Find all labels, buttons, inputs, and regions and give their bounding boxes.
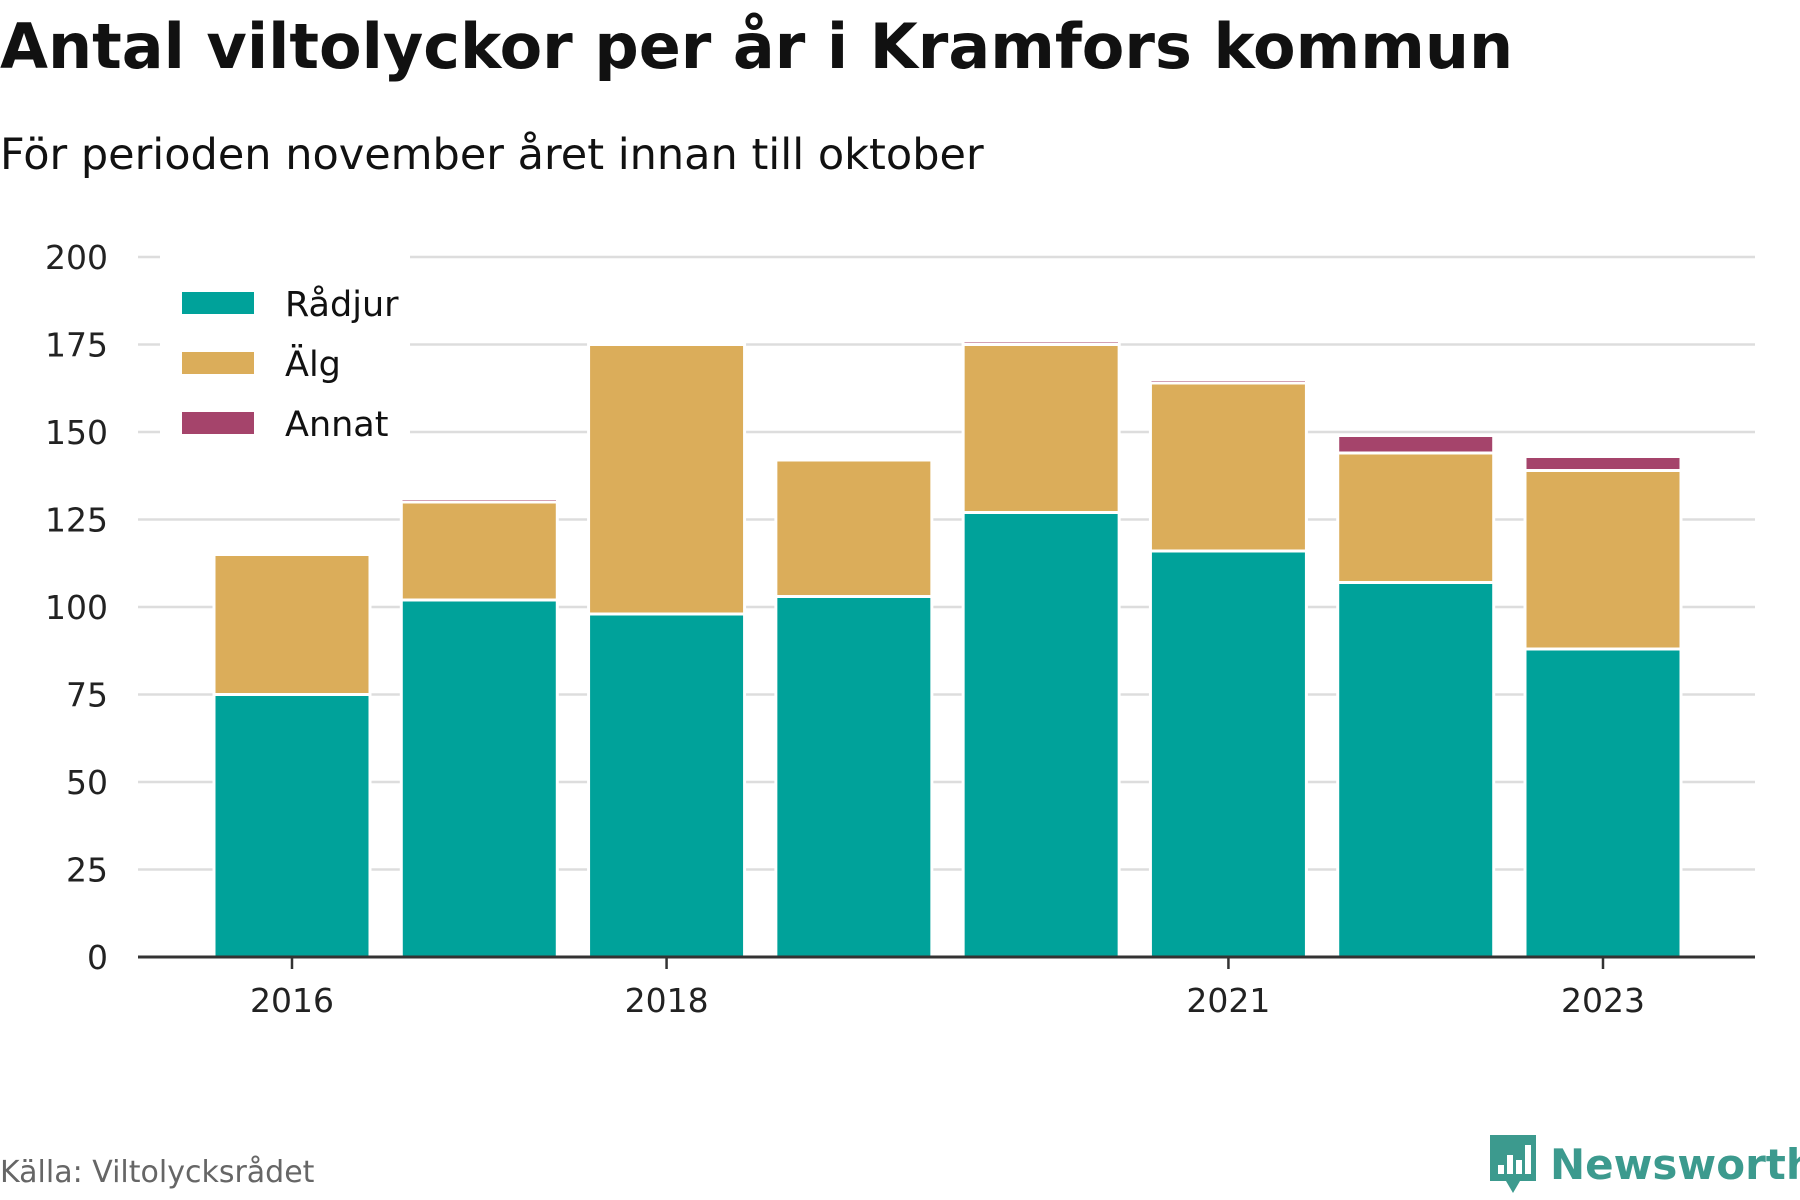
bar-segment-älg-2019 [774,458,934,598]
bar-segment-annat-2021 [1148,378,1308,385]
brand-logo: Newsworthy [1490,1135,1800,1193]
bars [212,339,1683,959]
bar-segment-rådjur-2020 [961,511,1121,959]
bar-segment-älg-2018 [587,343,747,616]
axes: 0 25 50 75 100 125 150 175 200 2016 2018 2021 2023 [45,238,1755,1020]
brand-name: Newsworthy [1550,1139,1800,1189]
legend: Rådjur Älg Annat [160,250,410,450]
bar-segment-rådjur-2018 [587,612,747,959]
y-tick-label: 125 [45,501,108,540]
bar-segment-rådjur-2019 [774,595,934,959]
bar-segment-älg-2022 [1336,451,1496,584]
bar-segment-älg-2016 [212,553,372,696]
bar-segment-annat-2023 [1523,455,1683,472]
bar-segment-annat-2017 [399,497,559,504]
y-tick-label: 25 [66,851,108,890]
x-tick-label: 2023 [1561,981,1645,1020]
source-text: Källa: Viltolycksrådet [0,1155,315,1190]
bar-segment-älg-2020 [961,343,1121,514]
bar-segment-rådjur-2021 [1148,549,1308,959]
chart-subtitle: För perioden november året innan till ok… [0,130,984,180]
bar-segment-rådjur-2023 [1523,647,1683,959]
y-tick-label: 0 [87,938,108,977]
y-tick-label: 50 [66,763,108,802]
bar-segment-älg-2023 [1523,469,1683,651]
x-tick-label: 2021 [1186,981,1270,1020]
legend-label: Rådjur [285,284,399,325]
legend-swatch-annat [182,412,254,434]
chart-title: Antal viltolyckor per år i Kramfors komm… [0,10,1514,83]
y-tick-label: 175 [45,326,108,365]
bar-segment-rådjur-2016 [212,693,372,959]
y-tick-label: 75 [66,676,108,715]
legend-label: Annat [285,405,388,445]
bar-segment-annat-2020 [961,339,1121,346]
bar-segment-älg-2021 [1148,381,1308,553]
legend-swatch-rådjur [182,292,254,314]
newsworthy-logo-icon [1490,1135,1536,1193]
y-tick-label: 200 [45,238,108,277]
y-tick-label: 100 [45,588,108,627]
y-tick-label: 150 [45,413,108,452]
legend-label: Älg [285,343,341,385]
x-tick-label: 2016 [250,981,334,1020]
bar-segment-rådjur-2022 [1336,581,1496,959]
x-tick-label: 2018 [625,981,709,1020]
bar-segment-annat-2022 [1336,434,1496,455]
bar-segment-älg-2017 [399,500,559,602]
bar-segment-rådjur-2017 [399,598,559,959]
legend-swatch-älg [182,352,254,374]
